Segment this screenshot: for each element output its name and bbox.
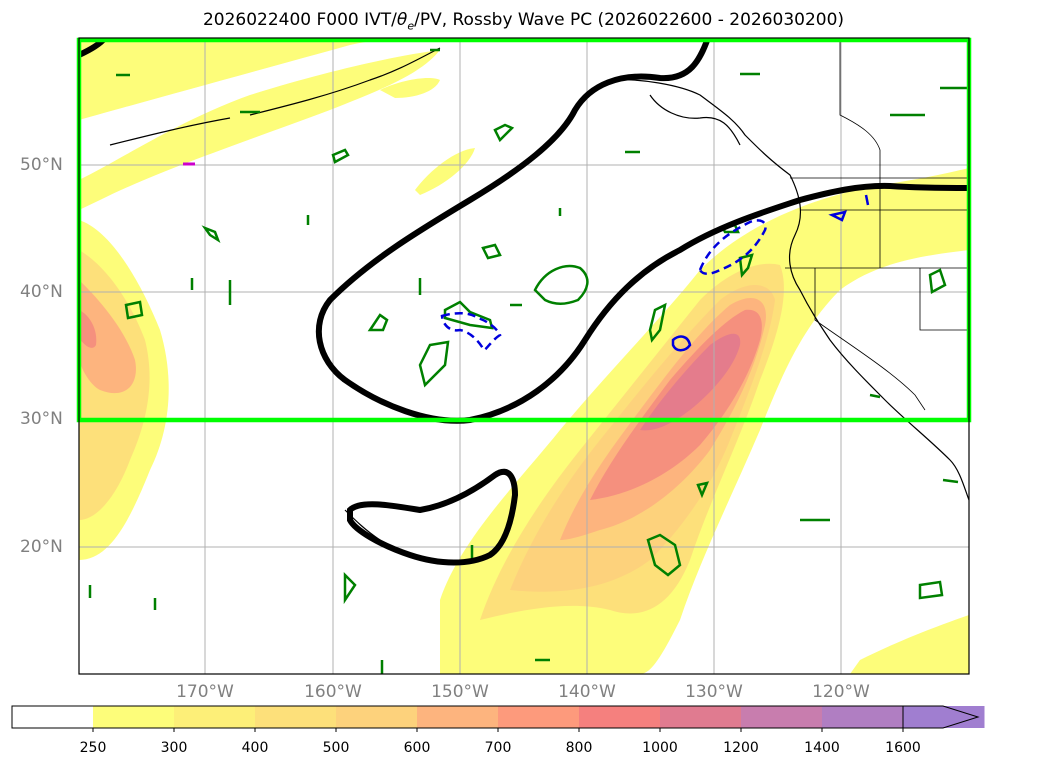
lon-label-140w: 140°W	[558, 682, 616, 702]
political-borders	[785, 38, 969, 411]
colorbar-tick: 800	[565, 740, 593, 756]
graticule	[79, 38, 969, 674]
colorbar-tick: 250	[79, 740, 107, 756]
colorbar-segment	[336, 706, 418, 728]
colorbar-tick: 1000	[642, 740, 678, 756]
colorbar-segment	[174, 706, 256, 728]
colorbar-segment	[417, 706, 499, 728]
lon-label-160w: 160°W	[304, 682, 362, 702]
pv-contours	[440, 194, 870, 352]
lon-label-130w: 130°W	[685, 682, 743, 702]
colorbar-tick: 1600	[885, 740, 921, 756]
colorbar-segment	[255, 706, 337, 728]
lon-label-150w: 150°W	[431, 682, 489, 702]
colorbar-tick: 400	[241, 740, 269, 756]
lon-label-170w: 170°W	[176, 682, 234, 702]
colorbar-tick: 300	[160, 740, 188, 756]
lon-label-120w: 120°W	[812, 682, 870, 702]
ivt-plume-west	[79, 220, 169, 560]
lat-label-40n: 40°N	[20, 282, 63, 302]
colorbar-tick: 600	[403, 740, 431, 756]
colorbar-segment	[579, 706, 661, 728]
chart-title: 2026022400 F000 IVT/θe/PV, Rossby Wave P…	[202, 10, 845, 33]
colorbar-tick: 1400	[804, 740, 840, 756]
map-frame	[78, 37, 970, 675]
colorbar-segment	[741, 706, 823, 728]
lat-label-50n: 50°N	[20, 155, 63, 175]
colorbar-segment	[660, 706, 742, 728]
colorbar-segment	[12, 706, 94, 728]
colorbar-tick: 1200	[723, 740, 759, 756]
colorbar	[11, 705, 985, 732]
colorbar-extend-arrow	[902, 705, 980, 729]
lat-label-30n: 30°N	[20, 409, 63, 429]
colorbar-segment	[93, 706, 175, 728]
colorbar-outline	[11, 705, 903, 729]
colorbar-segment	[822, 706, 904, 728]
colorbar-tick: 700	[484, 740, 512, 756]
lat-label-20n: 20°N	[20, 537, 63, 557]
colorbar-tick: 500	[322, 740, 350, 756]
colorbar-segment	[498, 706, 580, 728]
